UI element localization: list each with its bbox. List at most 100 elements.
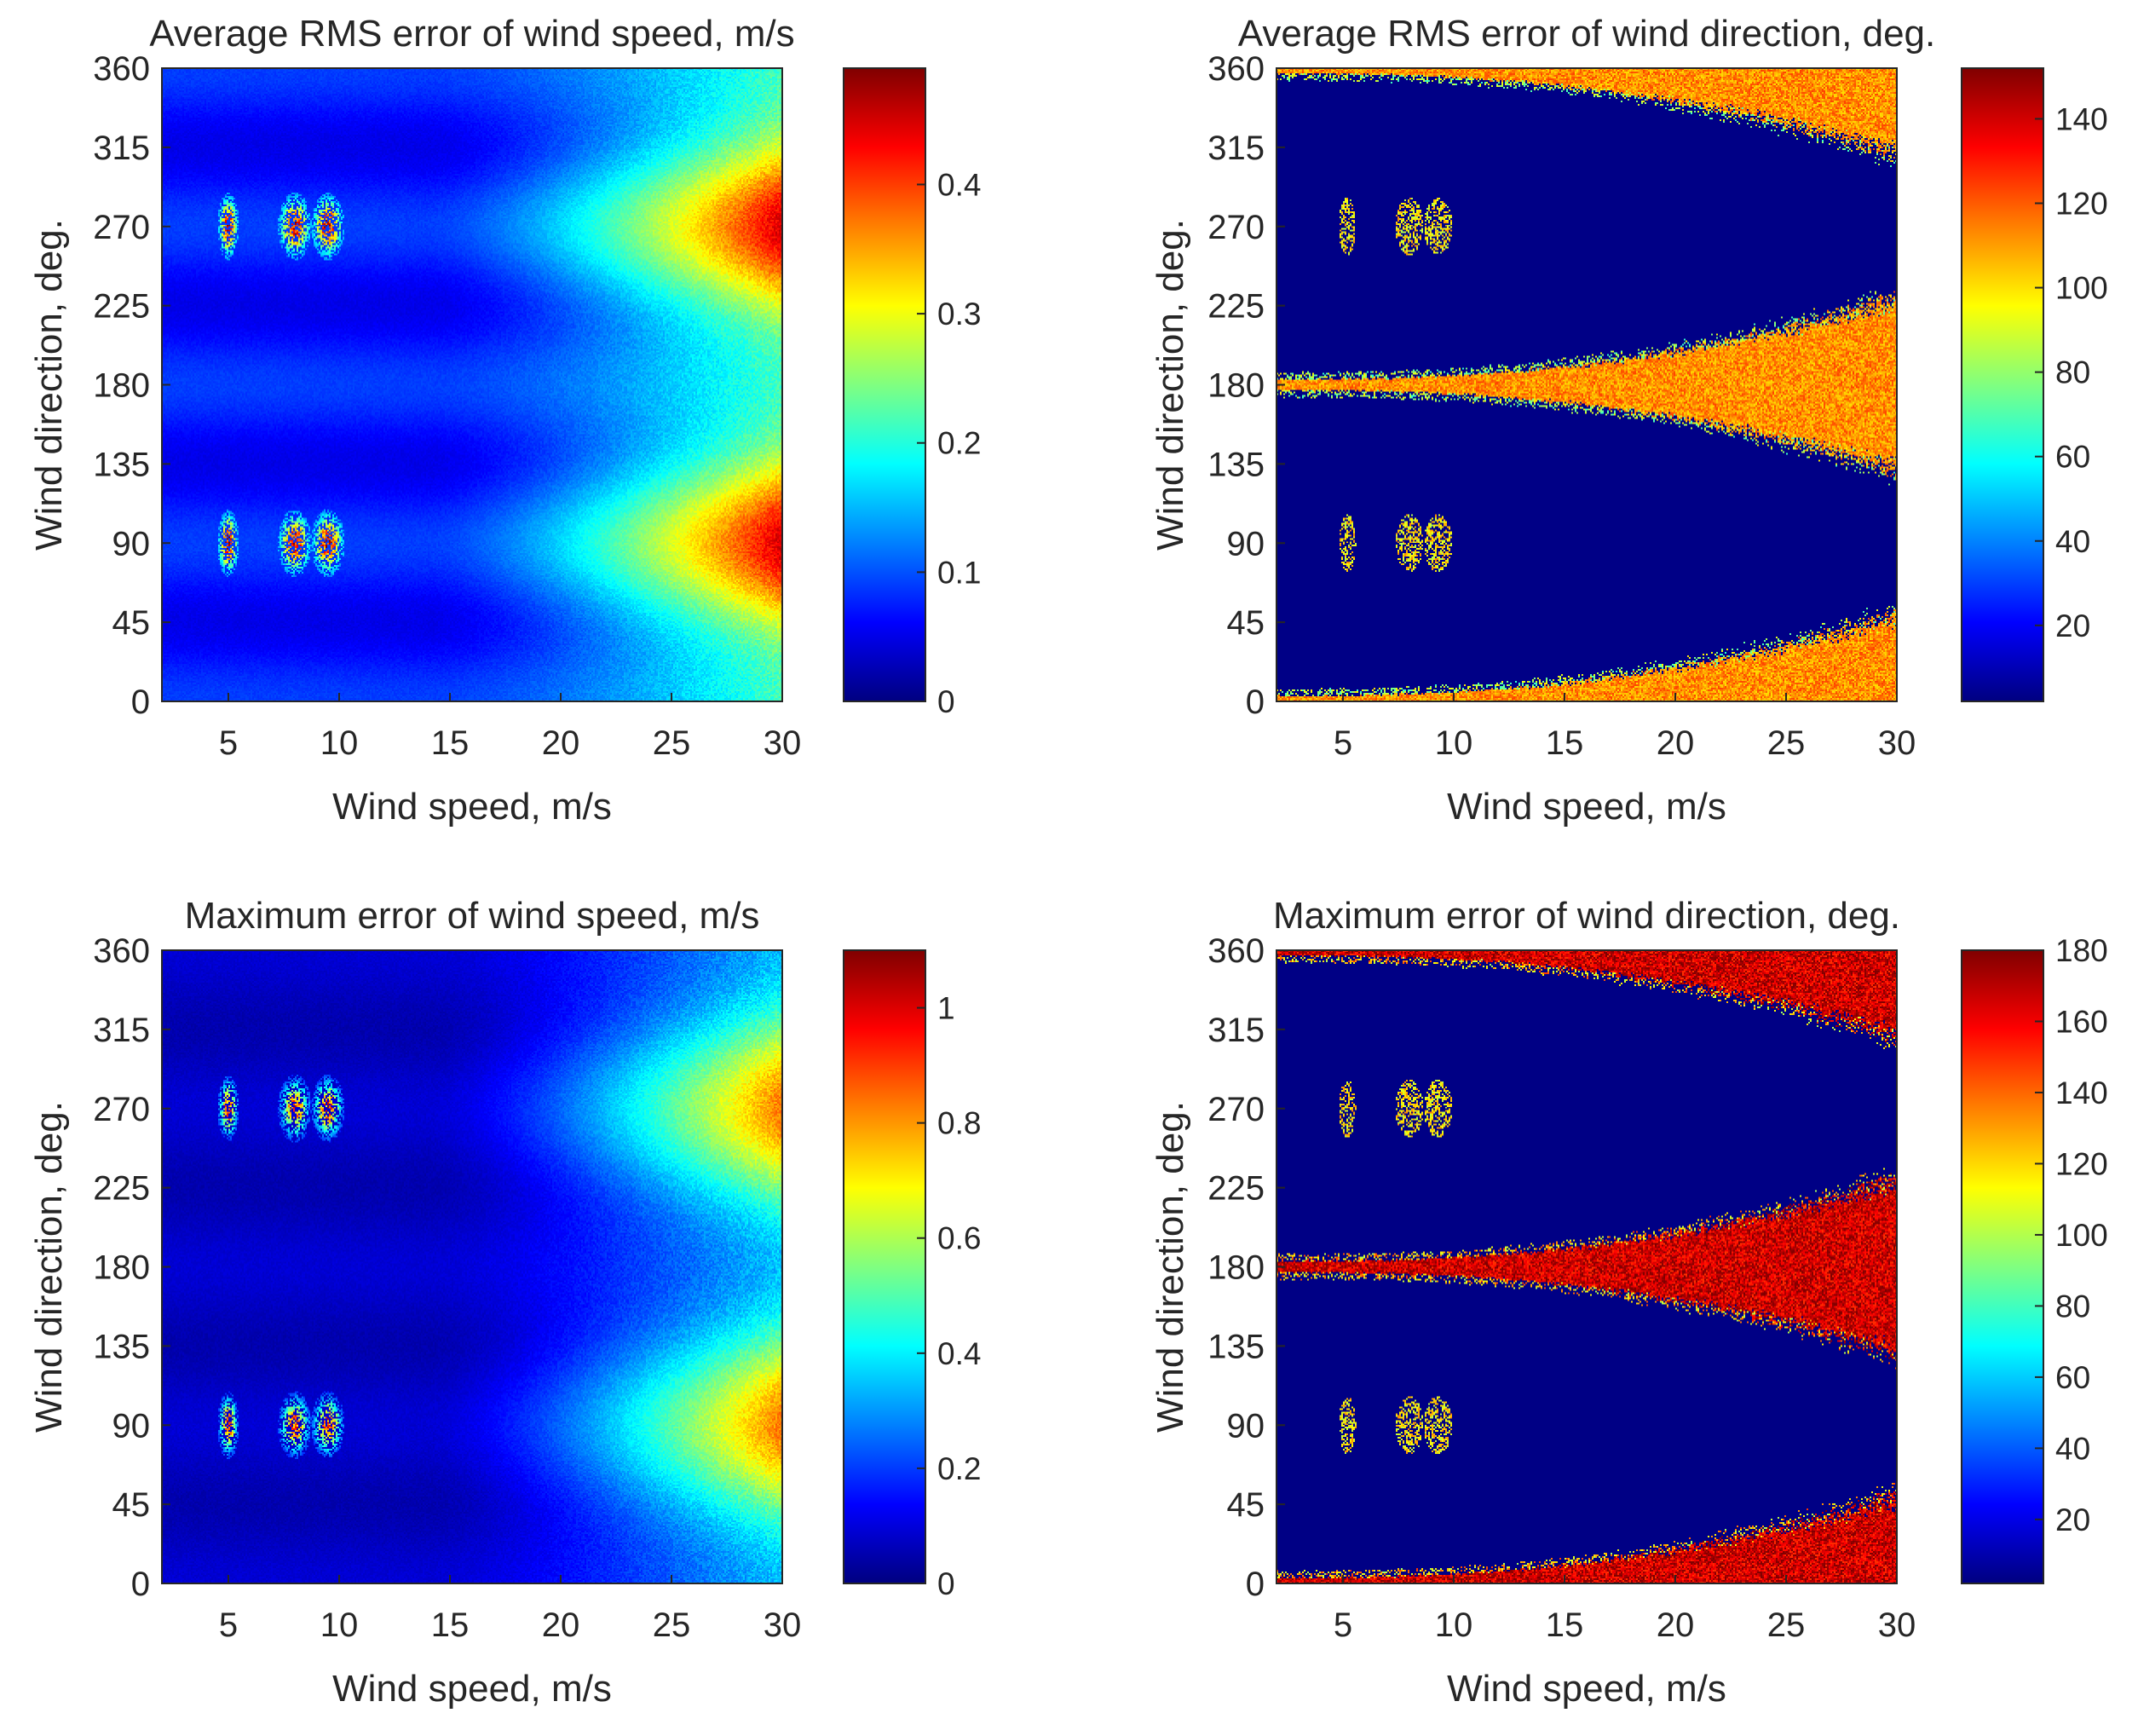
colorbar-tick-label: 40	[2055, 524, 2090, 559]
plot-frame	[161, 67, 783, 702]
x-tick-label: 10	[1435, 1606, 1473, 1644]
y-tick-label: 315	[1207, 130, 1265, 167]
colorbar-tick-label: 0.3	[937, 297, 981, 332]
x-axis-label: Wind speed, m/s	[1447, 786, 1726, 828]
y-tick-label: 270	[93, 1091, 150, 1128]
colorbar-tick-label: 0	[937, 1566, 955, 1601]
y-tick-label: 180	[1207, 367, 1265, 405]
x-tick-label: 5	[1334, 1606, 1352, 1644]
x-tick-label: 10	[1435, 724, 1473, 762]
y-tick-label: 360	[1207, 50, 1265, 88]
y-tick-label: 45	[112, 604, 151, 642]
y-tick-label: 360	[93, 50, 150, 88]
colorbar-tick-label: 60	[2055, 440, 2090, 475]
y-tick-label: 135	[93, 446, 150, 483]
y-tick-label: 0	[131, 1566, 150, 1603]
chart-title: Maximum error of wind direction, deg.	[1273, 895, 1900, 937]
y-axis-label: Wind direction, deg.	[1150, 219, 1191, 551]
colorbar-tick-label: 80	[2055, 355, 2090, 390]
x-axis-label: Wind speed, m/s	[332, 1668, 612, 1710]
y-tick-label: 315	[93, 130, 150, 167]
y-tick-label: 45	[1227, 604, 1265, 642]
x-tick-label: 30	[764, 724, 802, 762]
colorbar-tick-label: 180	[2055, 933, 2108, 968]
y-tick-label: 225	[93, 288, 150, 326]
x-tick-label: 25	[653, 724, 691, 762]
x-tick-label: 5	[219, 1606, 238, 1644]
y-tick-label: 180	[93, 1249, 150, 1287]
chart-rms-direction: Average RMS error of wind direction, deg…	[1150, 13, 2108, 828]
colorbar-tick-label: 100	[2055, 1218, 2108, 1253]
chart-max-speed: Maximum error of wind speed, m/s 0 45 90 135…	[28, 895, 981, 1710]
chart-title: Average RMS error of wind direction, deg…	[1238, 13, 1935, 55]
colorbar	[1962, 68, 2043, 701]
chart-title: Maximum error of wind speed, m/s	[185, 895, 760, 937]
colorbar-frame	[1961, 67, 2044, 702]
x-tick-label: 15	[1546, 724, 1584, 762]
colorbar-tick-label: 1	[937, 991, 955, 1026]
x-tick-label: 10	[320, 724, 359, 762]
y-tick-label: 270	[1207, 209, 1265, 246]
y-tick-label: 180	[93, 367, 150, 405]
heatmap-image	[1276, 950, 1897, 1583]
colorbar	[844, 68, 925, 701]
plot-frame	[1276, 67, 1898, 702]
colorbar-tick-label: 100	[2055, 271, 2108, 306]
colorbar-frame	[843, 949, 926, 1584]
x-tick-label: 30	[1878, 1606, 1916, 1644]
x-tick-label: 25	[1767, 724, 1806, 762]
chart-max-direction: Maximum error of wind direction, deg. 0 45…	[1150, 895, 2108, 1710]
plot-frame	[161, 949, 783, 1584]
heatmap-image	[162, 68, 782, 701]
y-tick-label: 90	[1227, 1407, 1265, 1445]
y-tick-label: 90	[112, 1407, 151, 1445]
x-tick-label: 20	[1657, 724, 1695, 762]
chart-title: Average RMS error of wind speed, m/s	[149, 13, 794, 55]
y-tick-label: 90	[112, 525, 151, 562]
colorbar-tick-label: 0.8	[937, 1106, 981, 1141]
heatmap-image	[1276, 68, 1897, 701]
heatmap-image	[162, 950, 782, 1583]
colorbar-tick-label: 120	[2055, 187, 2108, 222]
y-tick-label: 0	[1246, 683, 1265, 721]
x-tick-label: 30	[764, 1606, 802, 1644]
colorbar-tick-label: 20	[2055, 1502, 2090, 1537]
y-tick-label: 360	[1207, 932, 1265, 970]
x-tick-label: 20	[542, 724, 580, 762]
x-tick-label: 25	[1767, 1606, 1806, 1644]
colorbar-tick-label: 140	[2055, 1076, 2108, 1110]
x-tick-label: 20	[542, 1606, 580, 1644]
colorbar-frame	[843, 67, 926, 702]
colorbar-tick-label: 60	[2055, 1360, 2090, 1395]
x-tick-label: 25	[653, 1606, 691, 1644]
y-tick-label: 315	[1207, 1012, 1265, 1049]
colorbar-tick-label: 40	[2055, 1431, 2090, 1466]
x-tick-label: 20	[1657, 1606, 1695, 1644]
y-tick-label: 225	[1207, 288, 1265, 326]
y-tick-label: 315	[93, 1012, 150, 1049]
y-tick-label: 45	[112, 1486, 151, 1524]
y-tick-label: 225	[93, 1170, 150, 1208]
colorbar-tick-label: 0.4	[937, 167, 981, 202]
y-tick-label: 135	[93, 1328, 150, 1365]
chart-rms-speed: Average RMS error of wind speed, m/s 0 45 9…	[28, 13, 981, 828]
colorbar-frame	[1961, 949, 2044, 1584]
x-axis-label: Wind speed, m/s	[332, 786, 612, 828]
colorbar-tick-label: 0	[937, 684, 955, 719]
x-tick-label: 15	[431, 724, 470, 762]
y-tick-label: 0	[1246, 1566, 1265, 1603]
colorbar-tick-label: 140	[2055, 101, 2108, 136]
panel-rms-speed: Average RMS error of wind speed, m/s 0 45 9…	[0, 0, 1065, 861]
colorbar-tick-label: 120	[2055, 1146, 2108, 1181]
x-tick-label: 5	[1334, 724, 1352, 762]
y-axis-label: Wind direction, deg.	[1150, 1101, 1191, 1433]
colorbar-tick-label: 0.6	[937, 1221, 981, 1256]
y-tick-label: 135	[1207, 1328, 1265, 1365]
colorbar-tick-label: 0.4	[937, 1336, 981, 1371]
y-tick-label: 180	[1207, 1249, 1265, 1287]
y-axis-label: Wind direction, deg.	[28, 1101, 70, 1433]
panel-max-direction: Maximum error of wind direction, deg. 0 45…	[1065, 861, 2138, 1736]
plot-frame	[1276, 949, 1898, 1584]
colorbar-tick-label: 0.2	[937, 1451, 981, 1486]
x-tick-label: 15	[1546, 1606, 1584, 1644]
